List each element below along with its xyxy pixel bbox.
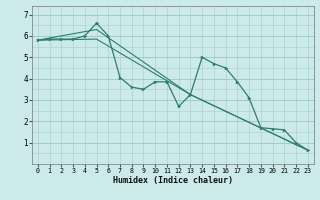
X-axis label: Humidex (Indice chaleur): Humidex (Indice chaleur) — [113, 176, 233, 185]
